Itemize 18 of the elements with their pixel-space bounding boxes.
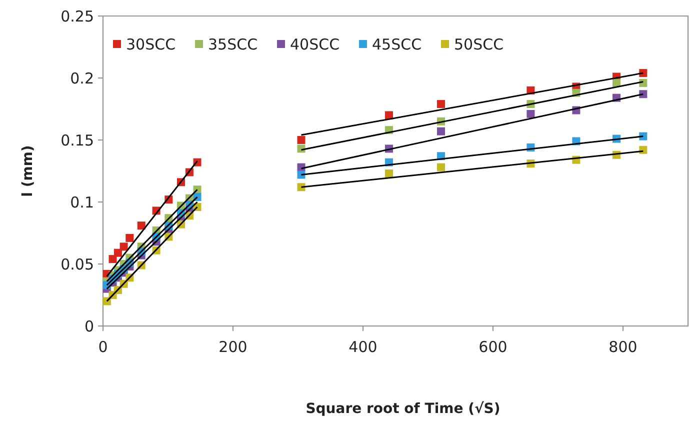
x-tick-label: 200 — [218, 338, 248, 356]
y-axis-title: l (mm) — [20, 145, 36, 197]
y-tick-label: 0.15 — [60, 131, 94, 150]
legend-label: 35SCC — [208, 35, 258, 54]
y-tick-label: 0 — [84, 317, 94, 336]
legend-label: 50SCC — [454, 35, 504, 54]
y-tick-label: 0.25 — [60, 7, 94, 26]
legend-label: 40SCC — [290, 35, 340, 54]
x-axis-title: Square root of Time (√S) — [306, 401, 500, 417]
y-tick-label: 0.2 — [70, 69, 94, 88]
y-tick-label: 0.05 — [60, 255, 94, 274]
x-tick-label: 0 — [98, 338, 108, 356]
legend-label: 30SCC — [126, 35, 176, 54]
y-tick-label: 0.1 — [70, 193, 94, 212]
legend-label: 45SCC — [372, 35, 422, 54]
x-tick-label: 800 — [608, 338, 638, 356]
x-tick-label: 400 — [348, 338, 378, 356]
x-tick-label: 600 — [478, 338, 508, 356]
